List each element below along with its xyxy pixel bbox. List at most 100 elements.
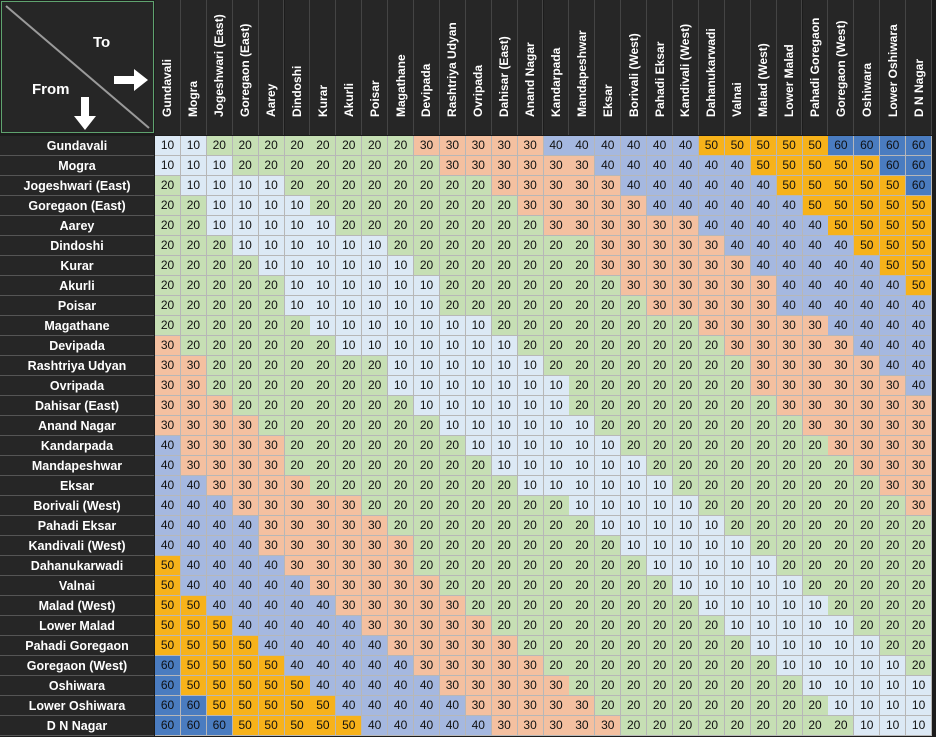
fare-cell[interactable]: 30 — [362, 536, 389, 556]
fare-cell[interactable]: 20 — [906, 536, 933, 556]
fare-cell[interactable]: 40 — [310, 656, 337, 676]
fare-cell[interactable]: 20 — [517, 236, 544, 256]
fare-cell[interactable]: 30 — [906, 396, 933, 416]
fare-cell[interactable]: 20 — [284, 356, 311, 376]
fare-cell[interactable]: 30 — [465, 696, 492, 716]
fare-cell[interactable]: 20 — [388, 176, 415, 196]
fare-cell[interactable]: 20 — [336, 376, 363, 396]
fare-cell[interactable]: 30 — [362, 616, 389, 636]
fare-cell[interactable]: 40 — [880, 276, 907, 296]
fare-cell[interactable]: 30 — [439, 676, 466, 696]
fare-cell[interactable]: 20 — [258, 356, 285, 376]
fare-cell[interactable]: 30 — [595, 196, 622, 216]
fare-cell[interactable]: 30 — [491, 176, 518, 196]
fare-cell[interactable]: 40 — [388, 676, 415, 696]
fare-cell[interactable]: 50 — [828, 156, 855, 176]
fare-cell[interactable]: 20 — [854, 496, 881, 516]
fare-cell[interactable]: 50 — [906, 256, 933, 276]
fare-cell[interactable]: 10 — [724, 596, 751, 616]
fare-cell[interactable]: 50 — [724, 136, 751, 156]
fare-cell[interactable]: 20 — [802, 476, 829, 496]
fare-cell[interactable]: 50 — [698, 136, 725, 156]
fare-cell[interactable]: 50 — [180, 616, 207, 636]
fare-cell[interactable]: 20 — [698, 476, 725, 496]
fare-cell[interactable]: 40 — [673, 156, 699, 176]
fare-cell[interactable]: 60 — [180, 716, 207, 736]
fare-cell[interactable]: 10 — [206, 176, 233, 196]
fare-cell[interactable]: 20 — [906, 656, 933, 676]
fare-cell[interactable]: 20 — [647, 416, 674, 436]
fare-cell[interactable]: 20 — [673, 616, 699, 636]
fare-cell[interactable]: 30 — [465, 656, 492, 676]
fare-cell[interactable]: 50 — [906, 236, 933, 256]
fare-cell[interactable]: 30 — [414, 656, 440, 676]
fare-cell[interactable]: 30 — [776, 396, 803, 416]
fare-cell[interactable]: 30 — [569, 216, 596, 236]
fare-cell[interactable]: 40 — [362, 696, 389, 716]
fare-cell[interactable]: 20 — [569, 336, 596, 356]
fare-cell[interactable]: 10 — [673, 556, 699, 576]
fare-cell[interactable]: 30 — [362, 556, 389, 576]
fare-cell[interactable]: 20 — [310, 396, 337, 416]
fare-cell[interactable]: 20 — [414, 456, 440, 476]
fare-cell[interactable]: 20 — [465, 236, 492, 256]
fare-cell[interactable]: 40 — [854, 316, 881, 336]
fare-cell[interactable]: 30 — [673, 276, 699, 296]
fare-cell[interactable]: 30 — [802, 356, 829, 376]
column-header[interactable]: Anand Nagar — [517, 0, 544, 135]
fare-cell[interactable]: 30 — [517, 696, 544, 716]
fare-cell[interactable]: 10 — [595, 456, 622, 476]
fare-cell[interactable]: 20 — [595, 416, 622, 436]
fare-cell[interactable]: 30 — [828, 336, 855, 356]
fare-cell[interactable]: 20 — [802, 556, 829, 576]
fare-cell[interactable]: 50 — [206, 636, 233, 656]
fare-cell[interactable]: 40 — [828, 316, 855, 336]
fare-cell[interactable]: 50 — [284, 696, 311, 716]
fare-cell[interactable]: 10 — [232, 236, 259, 256]
fare-cell[interactable]: 20 — [698, 416, 725, 436]
fare-cell[interactable]: 10 — [336, 256, 363, 276]
fare-cell[interactable]: 10 — [206, 156, 233, 176]
fare-cell[interactable]: 40 — [906, 336, 933, 356]
fare-cell[interactable]: 30 — [828, 436, 855, 456]
fare-cell[interactable]: 20 — [258, 156, 285, 176]
fare-cell[interactable]: 20 — [621, 396, 648, 416]
fare-cell[interactable]: 30 — [543, 196, 570, 216]
fare-cell[interactable]: 30 — [776, 316, 803, 336]
fare-cell[interactable]: 50 — [284, 716, 311, 736]
fare-cell[interactable]: 20 — [439, 276, 466, 296]
fare-cell[interactable]: 20 — [802, 456, 829, 476]
fare-cell[interactable]: 20 — [310, 156, 337, 176]
fare-cell[interactable]: 20 — [595, 696, 622, 716]
fare-cell[interactable]: 10 — [569, 456, 596, 476]
fare-cell[interactable]: 50 — [232, 696, 259, 716]
fare-cell[interactable]: 20 — [414, 196, 440, 216]
column-header[interactable]: Kurar — [310, 0, 337, 135]
fare-cell[interactable]: 20 — [569, 296, 596, 316]
fare-cell[interactable]: 30 — [284, 536, 311, 556]
fare-cell[interactable]: 20 — [621, 596, 648, 616]
fare-cell[interactable]: 20 — [595, 576, 622, 596]
fare-cell[interactable]: 40 — [180, 516, 207, 536]
fare-cell[interactable]: 20 — [673, 356, 699, 376]
fare-cell[interactable]: 20 — [569, 596, 596, 616]
fare-cell[interactable]: 10 — [310, 216, 337, 236]
fare-cell[interactable]: 20 — [698, 356, 725, 376]
fare-cell[interactable]: 20 — [647, 676, 674, 696]
fare-cell[interactable]: 20 — [750, 476, 777, 496]
fare-cell[interactable]: 10 — [517, 476, 544, 496]
fare-cell[interactable]: 30 — [310, 496, 337, 516]
fare-cell[interactable]: 40 — [155, 516, 181, 536]
fare-cell[interactable]: 20 — [336, 396, 363, 416]
fare-cell[interactable]: 20 — [569, 256, 596, 276]
fare-cell[interactable]: 40 — [310, 636, 337, 656]
fare-cell[interactable]: 30 — [517, 176, 544, 196]
fare-cell[interactable]: 10 — [724, 536, 751, 556]
fare-cell[interactable]: 10 — [854, 636, 881, 656]
fare-cell[interactable]: 30 — [595, 176, 622, 196]
fare-cell[interactable]: 20 — [491, 236, 518, 256]
column-header[interactable]: Akurli — [336, 0, 363, 135]
fare-cell[interactable]: 20 — [595, 396, 622, 416]
fare-cell[interactable]: 10 — [388, 276, 415, 296]
fare-cell[interactable]: 10 — [673, 576, 699, 596]
